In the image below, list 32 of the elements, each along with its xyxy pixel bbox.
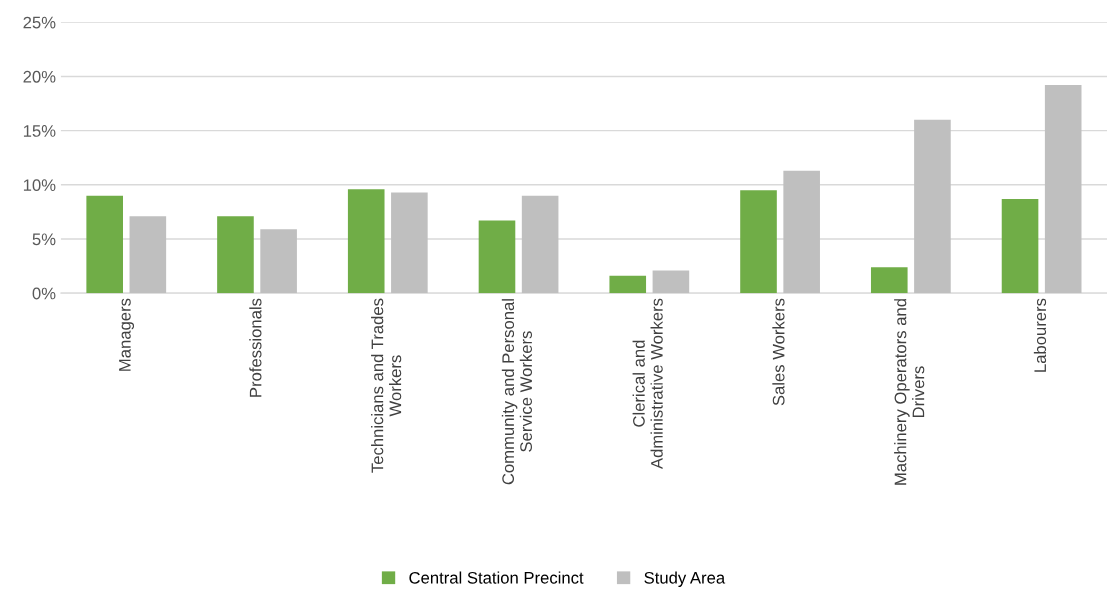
bar bbox=[478, 220, 516, 294]
bar bbox=[783, 170, 820, 294]
x-tick-label: Machinery Operators and Drivers bbox=[894, 299, 925, 485]
bar bbox=[129, 216, 167, 294]
x-tick-label: Community and Personal Service Workers bbox=[501, 299, 533, 485]
y-tick-label: 20% bbox=[23, 70, 56, 83]
x-tick-label: Professionals bbox=[249, 298, 262, 397]
bar bbox=[86, 195, 123, 294]
x-tick-label: Managers bbox=[119, 298, 135, 371]
bar bbox=[260, 229, 297, 294]
x-tick-label: Clerical and Administrative Workers bbox=[632, 298, 663, 470]
bar bbox=[609, 275, 647, 294]
bar bbox=[652, 270, 690, 294]
x-tick-label: Labourers bbox=[1033, 298, 1047, 372]
y-tick-label: 10% bbox=[23, 179, 56, 192]
x-tick-label: Technicians and Trades Workers bbox=[371, 298, 402, 473]
y-tick-label: 15% bbox=[23, 125, 56, 137]
y-tick-label: 5% bbox=[32, 233, 56, 246]
bar bbox=[1044, 85, 1082, 294]
bar bbox=[217, 216, 254, 294]
legend-label: Study Area bbox=[644, 571, 726, 587]
bar bbox=[521, 195, 559, 294]
bar bbox=[347, 189, 385, 294]
x-tick-label: Sales Workers bbox=[772, 298, 785, 406]
legend-label: Central Station Precinct bbox=[409, 571, 584, 584]
bar bbox=[914, 119, 951, 294]
bar bbox=[391, 192, 428, 294]
bar bbox=[740, 190, 777, 294]
y-tick-label: 25% bbox=[23, 16, 56, 29]
bar bbox=[870, 267, 908, 294]
y-tick-label: 0% bbox=[32, 287, 56, 300]
bar bbox=[1001, 198, 1039, 294]
